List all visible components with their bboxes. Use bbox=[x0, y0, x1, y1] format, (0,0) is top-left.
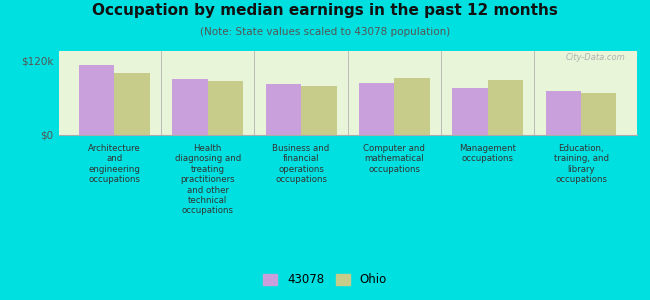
Bar bbox=[581, 93, 616, 135]
Text: Education,
training, and
library
occupations: Education, training, and library occupat… bbox=[554, 144, 608, 184]
Text: City-Data.com: City-Data.com bbox=[566, 53, 625, 62]
Bar bbox=[395, 78, 430, 135]
Legend: 43078, Ohio: 43078, Ohio bbox=[259, 269, 391, 291]
Bar bbox=[79, 65, 114, 135]
Bar bbox=[208, 81, 243, 135]
Bar bbox=[488, 80, 523, 135]
Bar bbox=[266, 84, 301, 135]
Bar bbox=[545, 92, 581, 135]
Bar bbox=[301, 86, 337, 135]
Text: Occupation by median earnings in the past 12 months: Occupation by median earnings in the pas… bbox=[92, 3, 558, 18]
Text: Management
occupations: Management occupations bbox=[459, 144, 516, 164]
Text: (Note: State values scaled to 43078 population): (Note: State values scaled to 43078 popu… bbox=[200, 27, 450, 37]
Bar bbox=[359, 83, 395, 135]
Bar bbox=[114, 73, 150, 135]
Text: Business and
financial
operations
occupations: Business and financial operations occupa… bbox=[272, 144, 330, 184]
Bar bbox=[452, 88, 488, 135]
Bar bbox=[172, 79, 208, 135]
Text: Computer and
mathematical
occupations: Computer and mathematical occupations bbox=[363, 144, 425, 174]
Text: Health
diagnosing and
treating
practitioners
and other
technical
occupations: Health diagnosing and treating practitio… bbox=[175, 144, 241, 215]
Text: Architecture
and
engineering
occupations: Architecture and engineering occupations bbox=[88, 144, 141, 184]
